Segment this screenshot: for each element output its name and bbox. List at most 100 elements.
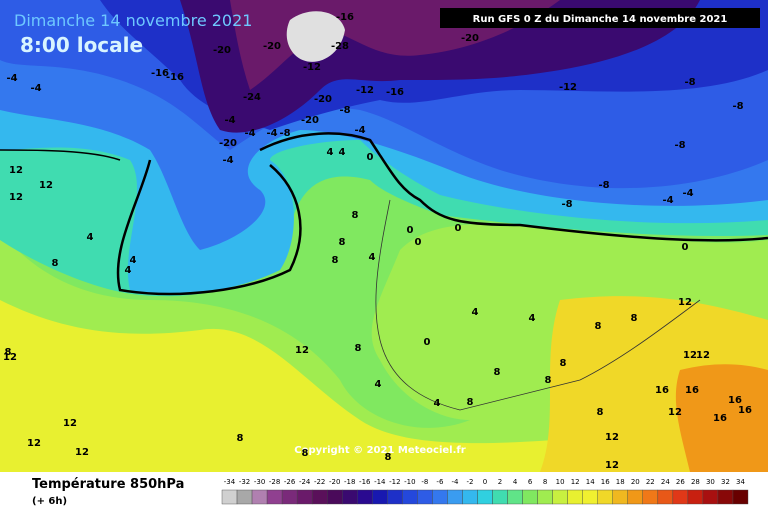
legend-label: -16 xyxy=(359,478,371,486)
legend-label: -2 xyxy=(466,478,473,486)
contour-label: -4 xyxy=(30,83,41,94)
contour-label: -4 xyxy=(6,73,17,84)
contour-label: -16 xyxy=(166,72,184,83)
contour-label: 8 xyxy=(237,433,244,444)
contour-label: -20 xyxy=(461,33,479,44)
map-time: 8:00 locale xyxy=(20,33,143,57)
contour-label: -4 xyxy=(266,128,277,139)
legend-swatch xyxy=(432,489,448,505)
contour-label: -8 xyxy=(339,105,350,116)
run-info: Run GFS 0 Z du Dimanche 14 novembre 2021 xyxy=(473,14,728,25)
legend-swatch xyxy=(477,489,493,505)
contour-label: 4 xyxy=(369,252,376,263)
map-labels: -4-4-16-16-20 -20 -28-12-24 -20-8-12 -16-24-… xyxy=(3,12,752,471)
contour-label: 12 xyxy=(63,418,77,429)
contour-label: 8 xyxy=(302,448,309,459)
contour-label: 8 xyxy=(355,343,362,354)
legend-label: -10 xyxy=(404,478,415,486)
contour-label: -20 xyxy=(263,41,281,52)
contour-label: -8 xyxy=(674,140,685,151)
contour-label: 12 xyxy=(696,350,710,361)
legend-swatch xyxy=(597,489,613,505)
legend-swatch xyxy=(402,489,418,505)
legend-swatch xyxy=(687,489,704,505)
legend-swatch xyxy=(221,489,238,505)
legend-label: -20 xyxy=(329,478,340,486)
legend-label: 10 xyxy=(556,478,565,486)
contour-label: -4 xyxy=(244,128,255,139)
contour-label: -8 xyxy=(684,77,695,88)
legend-label: -28 xyxy=(269,478,280,486)
legend-label: -8 xyxy=(421,478,428,486)
legend-swatch xyxy=(672,489,689,505)
contour-label: -12 xyxy=(356,85,374,96)
run-box xyxy=(440,8,760,28)
contour-label: 8 xyxy=(52,258,59,269)
contour-label: 16 xyxy=(738,405,752,416)
legend-label: -18 xyxy=(344,478,355,486)
contour-label: -8 xyxy=(561,199,572,210)
legend-label: 28 xyxy=(691,478,700,486)
legend-swatch xyxy=(702,489,719,505)
contour-label: -24 xyxy=(443,16,461,27)
contour-label: 12 xyxy=(39,180,53,191)
contour-label: 0 xyxy=(407,225,414,236)
legend-label: 18 xyxy=(616,478,625,486)
legend-swatch xyxy=(567,489,583,505)
legend-label: 34 xyxy=(736,478,745,486)
contour-label: 12 xyxy=(3,352,17,363)
contour-label: 12 xyxy=(9,192,23,203)
contour-label: -4 xyxy=(222,155,233,166)
legend-label: 0 xyxy=(483,478,487,486)
contour-label: 0 xyxy=(424,337,431,348)
contour-label: 4 xyxy=(130,255,137,266)
contour-label: 16 xyxy=(685,385,699,396)
contour-label: -4 xyxy=(682,188,693,199)
contour-label: 4 xyxy=(125,265,132,276)
contour-label: -20 xyxy=(219,138,237,149)
legend-swatch xyxy=(296,489,313,505)
legend-swatch xyxy=(612,489,628,505)
legend-swatch xyxy=(327,489,343,505)
contour-label: 8 xyxy=(595,321,602,332)
contour-label: 8 xyxy=(545,375,552,386)
legend-label: 26 xyxy=(676,478,685,486)
contour-label: 8 xyxy=(352,210,359,221)
color-legend: -34 -32 -30 -28 -26 -24 -22 -20 -18 -16 -14 -12 -10-… xyxy=(221,478,749,505)
contour-label: 8 xyxy=(631,313,638,324)
contour-label: 4 xyxy=(327,147,334,158)
contour-label: 8 xyxy=(339,237,346,248)
legend-swatch xyxy=(582,489,598,505)
contour-label: 4 xyxy=(375,379,382,390)
legend-label: 4 xyxy=(513,478,518,486)
contour-label: 12 xyxy=(295,345,309,356)
contour-label: 8 xyxy=(5,347,12,358)
legend-swatch xyxy=(417,489,433,505)
contour-label: -12 xyxy=(303,62,321,73)
contour-label: 4 xyxy=(472,307,479,318)
contour-label: -16 xyxy=(336,12,354,23)
contour-label: 8 xyxy=(332,255,339,266)
contour-label: 8 xyxy=(385,452,392,463)
legend-label: -32 xyxy=(239,478,250,486)
legend-label: -34 xyxy=(224,478,236,486)
legend-swatch xyxy=(311,489,328,505)
contour-label: 4 xyxy=(339,147,346,158)
contour-label: 4 xyxy=(434,398,441,409)
legend-label: 12 xyxy=(571,478,580,486)
contour-label: -12 xyxy=(559,82,577,93)
legend-label: 30 xyxy=(706,478,715,486)
legend-label: 2 xyxy=(498,478,502,486)
contour-label: -4 xyxy=(224,115,235,126)
legend-swatch xyxy=(372,489,388,505)
legend-label: 8 xyxy=(543,478,547,486)
legend-label: -22 xyxy=(314,478,325,486)
legend-label: 32 xyxy=(721,478,730,486)
contour-label: 12 xyxy=(75,447,89,458)
contour-label: -28 xyxy=(331,41,349,52)
contour-label: -16 xyxy=(386,87,404,98)
legend-label: -12 xyxy=(389,478,400,486)
contour-label: -24 xyxy=(243,92,261,103)
legend-label: 24 xyxy=(661,478,670,486)
contour-label: 12 xyxy=(605,460,619,471)
